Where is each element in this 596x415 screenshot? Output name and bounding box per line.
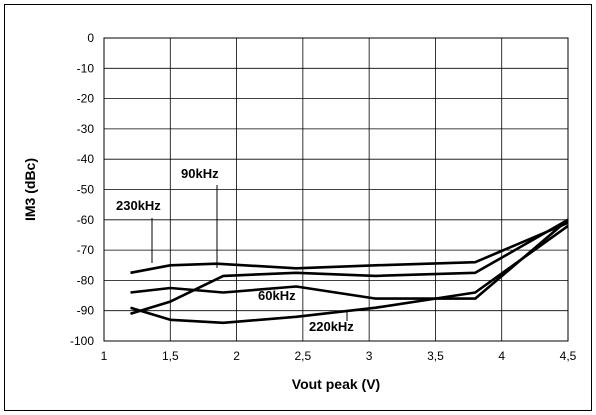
x-tick-label: 2,5: [295, 349, 312, 363]
y-tick-label: 0: [87, 31, 94, 45]
y-tick-label: -80: [77, 273, 95, 287]
y-axis-label: IM3 (dBc): [22, 158, 38, 221]
x-tick-label: 1: [101, 349, 108, 363]
series-line-90kHz: [130, 218, 569, 315]
y-tick-label: -30: [77, 122, 95, 136]
grid-lines: [103, 37, 569, 342]
x-tick-label: 4: [498, 349, 505, 363]
y-tick-label: -40: [77, 152, 95, 166]
y-tick-label: -20: [77, 92, 95, 106]
series-annotations: 230kHz 90kHz 60kHz 220kHz: [116, 166, 354, 334]
x-tick-label: 3: [366, 349, 373, 363]
x-tick-label: 4,5: [560, 349, 577, 363]
series-annotation: 230kHz: [116, 198, 161, 213]
y-tick-label: -60: [77, 213, 95, 227]
annotation-leader-lines: [151, 185, 348, 321]
x-axis-label: Vout peak (V): [292, 376, 380, 392]
series-line-220kHz: [130, 224, 569, 325]
x-tick-label: 3,5: [427, 349, 444, 363]
series-annotation: 220kHz: [309, 319, 354, 334]
plot-area-border: [103, 37, 569, 342]
y-tick-label: -90: [77, 304, 95, 318]
y-tick-label: -10: [77, 61, 95, 75]
x-tick-label: 1,5: [162, 349, 179, 363]
series-lines: [130, 218, 569, 325]
y-tick-label: -70: [77, 243, 95, 257]
y-tick-label: -50: [77, 183, 95, 197]
chart-frame: [4, 4, 592, 411]
x-tick-labels: 1 1,5 2 2,5 3 3,5 4 4,5: [101, 349, 577, 363]
series-annotation: 90kHz: [181, 166, 219, 181]
series-line-60kHz: [130, 218, 569, 300]
y-tick-labels: 0 -10 -20 -30 -40 -50 -60 -70 -80 -90 -100: [70, 31, 94, 348]
series-annotation: 60kHz: [258, 288, 296, 303]
x-tick-label: 2: [233, 349, 240, 363]
y-tick-label: -100: [70, 334, 94, 348]
series-line-230kHz: [130, 221, 569, 275]
